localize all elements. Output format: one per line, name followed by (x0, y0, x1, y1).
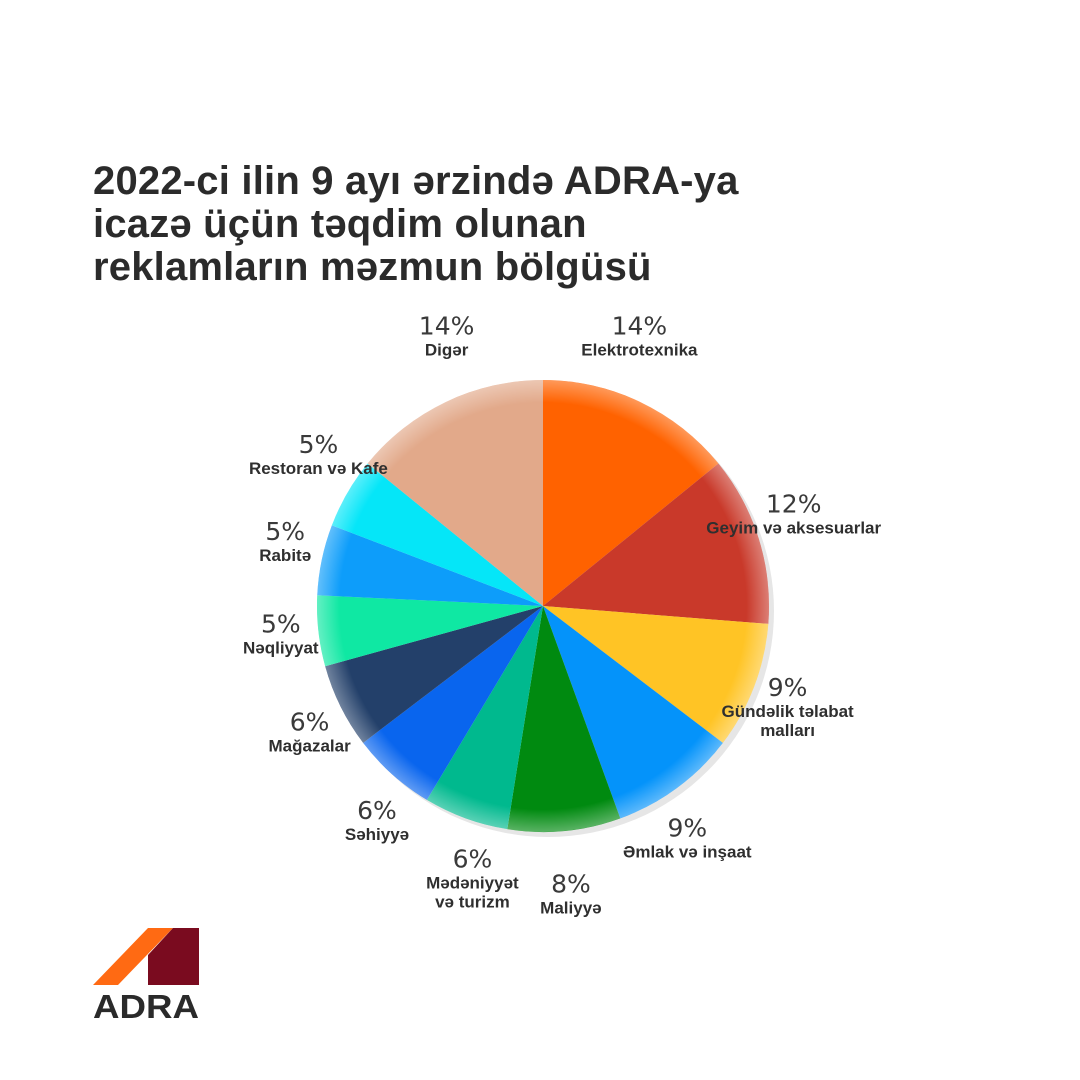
slice-percent-label: 14% (612, 312, 668, 341)
title-line: 2022-ci ilin 9 ayı ərzində ADRA-ya (93, 159, 739, 203)
slice-category-label: Elektrotexnika (581, 341, 698, 360)
adra-logo: ADRA (93, 928, 199, 1020)
slice-category-label: Səhiyyə (345, 825, 409, 844)
slice-percent-label: 5% (261, 610, 301, 639)
slice-category-label: Mağazalar (268, 737, 351, 756)
slice-category-label: Əmlak və inşaat (623, 843, 752, 862)
slice-percent-label: 9% (667, 814, 707, 843)
slice-percent-label: 14% (419, 312, 475, 341)
title-line: icazə üçün təqdim olunan (93, 202, 587, 246)
slice-category-label: malları (760, 721, 815, 740)
slice-category-label: Nəqliyyat (243, 639, 319, 658)
slice-category-label: Gündəlik təlabat (721, 702, 854, 721)
slice-category-label: Maliyyə (540, 899, 601, 918)
slice-percent-label: 5% (299, 430, 339, 459)
slice-percent-label: 6% (290, 708, 330, 737)
slice-category-label: Rabitə (259, 546, 311, 565)
slice-category-label: Mədəniyyət (426, 873, 519, 892)
page-title: 2022-ci ilin 9 ayı ərzində ADRA-ya icazə… (93, 160, 853, 289)
slice-category-label: Geyim və aksesuarlar (706, 519, 881, 538)
slice-category-label: və turizm (435, 892, 510, 911)
slice-percent-label: 6% (453, 844, 493, 873)
logo-maroon-shape (148, 928, 199, 985)
logo-orange-shape (93, 928, 173, 985)
slice-category-label: Digər (425, 341, 469, 360)
pie-highlight (317, 380, 769, 832)
logo-text: ADRA (93, 988, 199, 1020)
slice-percent-label: 5% (265, 517, 305, 546)
slice-percent-label: 6% (357, 796, 397, 825)
slice-percent-label: 9% (768, 673, 808, 702)
slice-category-label: Restoran və Kafe (249, 459, 388, 478)
slice-percent-label: 12% (766, 490, 822, 519)
title-line: reklamların məzmun bölgüsü (93, 245, 652, 289)
slice-percent-label: 8% (551, 870, 591, 899)
